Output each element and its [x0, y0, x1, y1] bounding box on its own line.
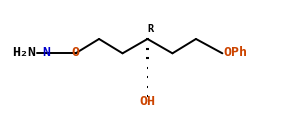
Text: O: O [72, 46, 80, 59]
Text: R: R [148, 24, 154, 34]
Text: OPh: OPh [224, 46, 248, 59]
Text: H₂N: H₂N [12, 46, 37, 59]
Text: N: N [42, 46, 50, 59]
Text: OH: OH [140, 95, 155, 108]
